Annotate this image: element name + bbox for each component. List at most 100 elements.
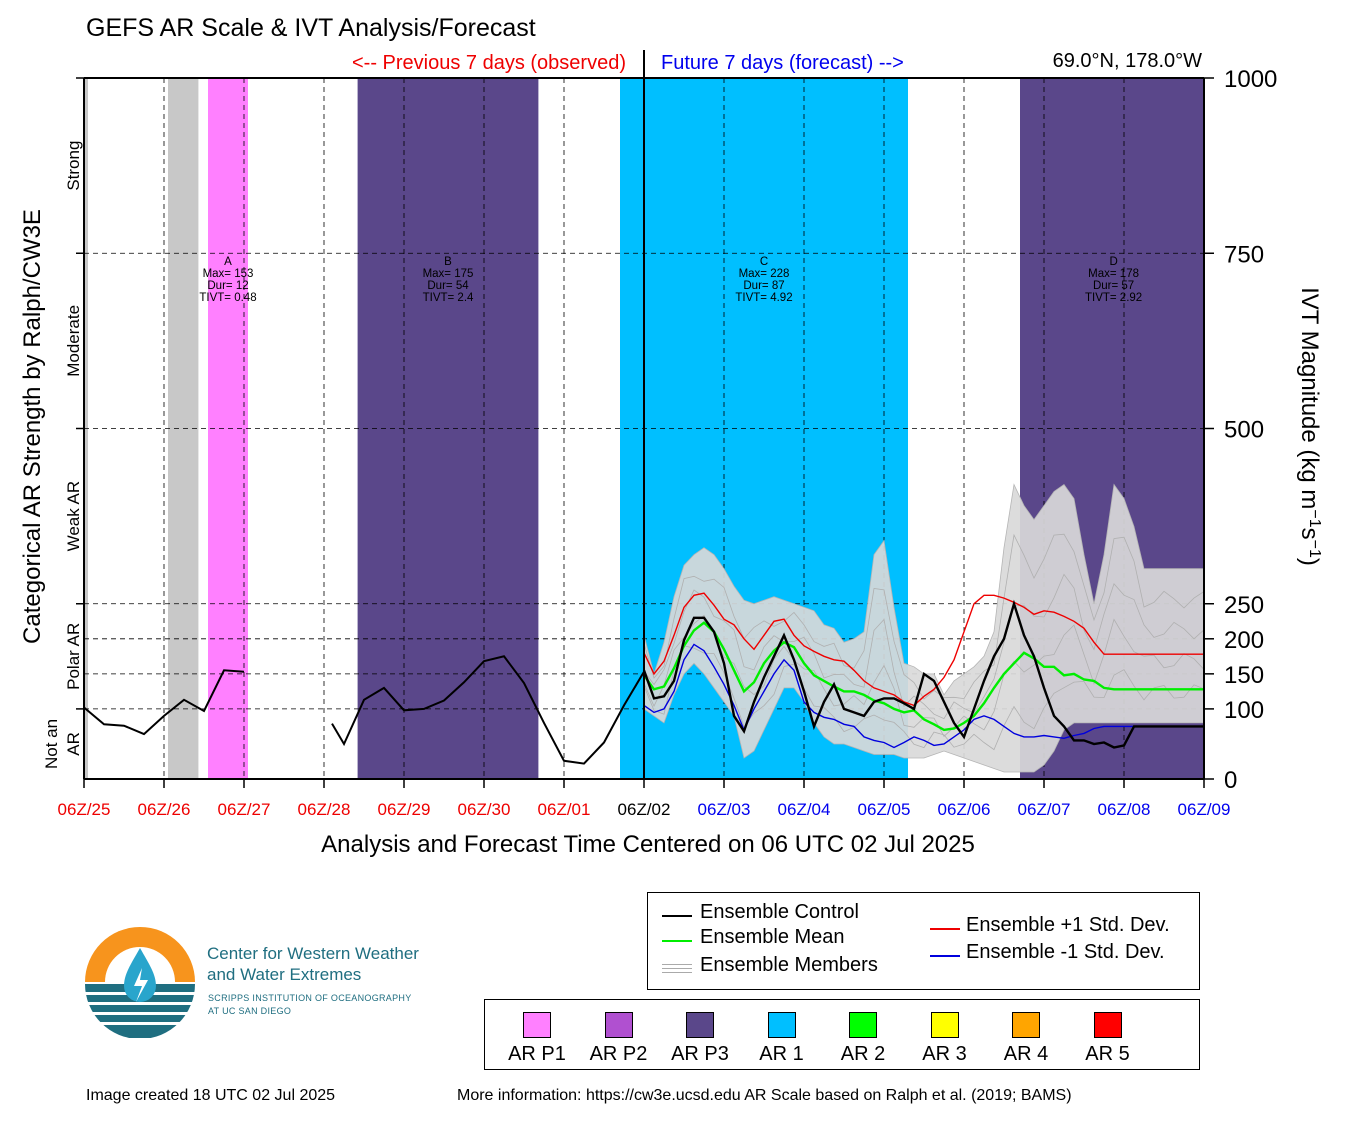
logo-title-line2: and Water Extremes: [207, 965, 362, 984]
x-tick-label: 06Z/29: [378, 800, 431, 819]
image-created-note: Image created 18 UTC 02 Jul 2025: [86, 1087, 336, 1104]
right-axis-title: IVT Magnitude (kg m−1s−1): [1296, 287, 1324, 566]
x-tick-label: 06Z/09: [1178, 800, 1231, 819]
logo-subtitle-line1: SCRIPPS INSTITUTION OF OCEANOGRAPHY: [208, 993, 412, 1003]
legend-line-swatch: [930, 928, 960, 930]
location-label: 69.0°N, 178.0°W: [1053, 50, 1203, 72]
series-legend: Ensemble Control Ensemble Mean Ensemble Me…: [647, 892, 1200, 990]
x-tick-label: 06Z/08: [1098, 800, 1151, 819]
legend-item-label: Ensemble -1 Std. Dev.: [966, 941, 1165, 963]
more-info-note: More information: https://cw3e.ucsd.edu …: [457, 1087, 1072, 1104]
y-tick-label: 1000: [1224, 66, 1277, 93]
legend-line-swatch: [662, 915, 692, 917]
forecast-period-label: Future 7 days (forecast) -->: [661, 52, 904, 74]
event-annotation-b: Max= 175: [423, 268, 474, 280]
ar-ivt-chart: 0 100 150 200 250 500 750 1000 06Z/25 06Z/26 06Z/2…: [19, 50, 1324, 858]
ensemble-member-line: [643, 533, 1205, 700]
y-tick-label: 150: [1224, 662, 1264, 689]
ar-category-swatch: [686, 1012, 714, 1038]
series-line-ensemble-1-std-dev-: [643, 643, 1204, 749]
category-label: Strong: [64, 141, 83, 191]
y-tick-label: 0: [1224, 767, 1237, 794]
y-tick-label: 750: [1224, 241, 1264, 268]
series-line-ensemble-mean: [643, 621, 1204, 732]
event-annotation-d: D: [1109, 256, 1117, 268]
ar-category-label: AR 1: [759, 1043, 804, 1065]
ar-category-label: AR 2: [840, 1043, 886, 1065]
cw3e-logo-icon: [84, 927, 196, 1038]
logo-subtitle-line2: AT UC SAN DIEGO: [208, 1006, 292, 1016]
event-annotation-c: Max= 228: [739, 268, 790, 280]
x-tick-label: 06Z/07: [1018, 800, 1071, 819]
event-annotation-a: A: [224, 256, 232, 268]
legend-item-label: Ensemble Members: [700, 954, 878, 976]
observed-control-line: [83, 669, 245, 736]
event-annotation-c: TIVT= 4.92: [735, 292, 792, 304]
event-annotation-b: Dur= 54: [427, 280, 469, 292]
ar-category-label: AR 3: [922, 1043, 967, 1065]
unit-text: IVT Magnitude (kg m: [1296, 287, 1323, 509]
x-tick-label: 06Z/03: [698, 800, 751, 819]
ar-category-swatch: [767, 1012, 796, 1038]
event-annotation-b: TIVT= 2.4: [423, 292, 474, 304]
event-annotation-c: Dur= 87: [743, 280, 784, 292]
ar-category-label: AR 4: [1003, 1043, 1049, 1065]
ensemble-member-line: [643, 645, 1205, 751]
chart-title: GEFS AR Scale & IVT Analysis/Forecast: [86, 14, 536, 42]
y-tick-label: 200: [1224, 627, 1264, 654]
legend-item-label: Ensemble Control: [700, 901, 859, 923]
event-annotation-b: B: [444, 256, 452, 268]
event-annotation-d: Dur= 57: [1093, 280, 1134, 292]
unit-text: s: [1296, 528, 1323, 540]
observed-period-label: <-- Previous 7 days (observed): [352, 52, 626, 74]
x-tick-label: 06Z/05: [858, 800, 911, 819]
ar-category-swatch: [930, 1012, 959, 1038]
ensemble-member-line: [643, 614, 1205, 737]
left-axis-title: Categorical AR Strength by Ralph/CW3E: [19, 209, 46, 644]
ar-category-label: AR P1: [508, 1043, 566, 1065]
event-annotation-c: C: [760, 256, 768, 268]
category-label: AR: [64, 732, 83, 756]
x-tick-label: 06Z/26: [138, 800, 191, 819]
ar-category-label: AR 5: [1085, 1043, 1130, 1065]
ar-category-swatch: [1012, 1012, 1040, 1038]
ar-category-swatch: [849, 1012, 877, 1038]
y-tick-label: 100: [1224, 697, 1264, 724]
legend-item-label: Ensemble +1 Std. Dev.: [966, 914, 1170, 936]
series-line-ensemble-1-std-dev-: [643, 592, 1204, 707]
ar-category-swatch: [1093, 1012, 1122, 1038]
y-tick-label: 500: [1224, 417, 1264, 444]
unit-text: ): [1296, 558, 1323, 566]
x-tick-label: 06Z/25: [58, 800, 111, 819]
x-tick-label: 06Z/04: [778, 800, 831, 819]
legend-line-swatch: [662, 940, 692, 942]
ar-category-legend: AR P1 AR P2 AR P3 AR 1 AR 2 AR 3 AR 4 AR 5: [484, 999, 1200, 1070]
series-line-ensemble-control: [642, 599, 1204, 749]
event-annotation-a: Max= 153: [203, 268, 254, 280]
x-axis-title: Analysis and Forecast Time Centered on 0…: [321, 831, 975, 858]
event-annotation-d: TIVT= 2.92: [1085, 292, 1142, 304]
x-tick-label: 06Z/30: [458, 800, 511, 819]
category-label: Weak AR: [64, 481, 83, 552]
event-annotation-a: TIVT= 0.48: [199, 292, 256, 304]
x-tick-label: 06Z/27: [218, 800, 271, 819]
y-tick-label: 250: [1224, 592, 1264, 619]
ar-category-label: AR P3: [671, 1043, 729, 1065]
category-label: Not an: [42, 719, 61, 769]
category-label: Moderate: [64, 305, 83, 377]
ar-category-swatch: [604, 1012, 633, 1038]
observed-control-line: [331, 655, 645, 765]
event-annotation-a: Dur= 12: [207, 280, 248, 292]
category-label: Polar AR: [64, 623, 83, 690]
logo-title-line1: Center for Western Weather: [207, 944, 419, 963]
x-tick-label: 06Z/06: [938, 800, 991, 819]
x-tick-label: 06Z/28: [298, 800, 351, 819]
ensemble-member-line: [643, 573, 1205, 720]
ar-category-label: AR P2: [589, 1043, 648, 1065]
unit-exponent: −1: [1307, 509, 1324, 527]
legend-line-swatch: [930, 955, 960, 957]
legend-line-swatch: [662, 968, 692, 969]
x-tick-label: 06Z/02: [618, 800, 671, 819]
legend-line-swatch: [662, 972, 692, 973]
unit-exponent: −1: [1307, 540, 1324, 558]
